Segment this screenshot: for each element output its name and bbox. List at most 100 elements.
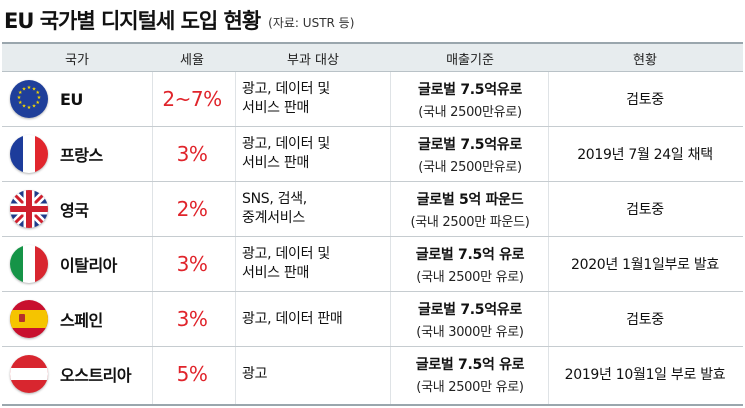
uk-flag-icon: [10, 190, 48, 228]
target-cell: 광고, 데이터 및 서비스 판매: [242, 237, 387, 291]
rate-cell: 3%: [152, 127, 232, 181]
threshold-cell: 글로벌 7.5억유로 (국내 2500만유로): [394, 72, 546, 126]
eu-flag-icon: ★ ★ ★ ★ ★ ★ ★ ★ ★ ★ ★ ★: [10, 80, 48, 118]
italy-flag-icon: [10, 245, 48, 283]
svg-text:★: ★: [22, 86, 27, 92]
tax-rate: 5%: [176, 362, 208, 386]
header-target: 부과 대상: [287, 52, 339, 68]
country-name: 오스트리아: [60, 366, 132, 385]
tax-target: 광고, 데이터 및 서비스 판매: [242, 136, 330, 171]
rate-cell: 2~7%: [152, 72, 232, 126]
svg-text:★: ★: [18, 100, 23, 106]
threshold-global: 글로벌 7.5억 유로: [415, 356, 525, 373]
status-text: 2019년 10월1일 부로 발효: [564, 367, 726, 383]
status-cell: 검토중: [550, 292, 740, 346]
threshold-global: 글로벌 7.5억유로: [418, 81, 522, 98]
country-cell: ★ ★ ★ ★ ★ ★ ★ ★ ★ ★ ★ ★ EU: [2, 72, 152, 126]
status-cell: 2019년 10월1일 부로 발효: [550, 347, 740, 401]
target-cell: 광고, 데이터 및 서비스 판매: [242, 127, 387, 181]
column-divider: [390, 72, 391, 404]
country-cell: 프랑스: [2, 127, 152, 181]
rate-cell: 5%: [152, 347, 232, 401]
threshold-domestic: (국내 2500만 유로): [416, 269, 524, 285]
table-row: 프랑스 3% 광고, 데이터 및 서비스 판매 글로벌 7.5억유로 (국내 2…: [2, 127, 743, 182]
country-cell: 영국: [2, 182, 152, 236]
svg-text:★: ★: [22, 104, 27, 110]
svg-text:★: ★: [32, 86, 37, 92]
title-bar: EU 국가별 디지털세 도입 현황 (자료: USTR 등): [0, 0, 745, 40]
digital-tax-table: 국가 세율 부과 대상 매출기준 현황 ★ ★ ★ ★ ★ ★ ★ ★ ★ ★ ★ ★ E: [2, 42, 743, 406]
table-bottom-rule: [2, 404, 743, 406]
table-row: 영국 2% SNS, 검색, 중계서비스 글로벌 5억 파운드 (국내 2500…: [2, 182, 743, 237]
header-status: 현황: [633, 52, 657, 68]
threshold-cell: 글로벌 7.5억 유로 (국내 2500만 유로): [394, 347, 546, 401]
tax-target: 광고: [242, 365, 268, 382]
table-row: 스페인 3% 광고, 데이터 판매 글로벌 7.5억유로 (국내 3000만 유…: [2, 292, 743, 347]
threshold-global: 글로벌 7.5억 유로: [415, 246, 525, 263]
tax-rate: 3%: [176, 307, 208, 331]
tax-rate: 2~7%: [162, 87, 222, 111]
status-text: 2020년 1월1일부로 발효: [570, 257, 719, 273]
rate-cell: 3%: [152, 237, 232, 291]
threshold-domestic: (국내 2500만 유로): [416, 379, 524, 395]
country-name: 영국: [60, 201, 89, 220]
svg-text:★: ★: [35, 100, 40, 106]
threshold-global: 글로벌 5억 파운드: [416, 191, 524, 208]
threshold-cell: 글로벌 7.5억유로 (국내 3000만 유로): [394, 292, 546, 346]
svg-text:★: ★: [35, 90, 40, 96]
spain-flag-icon: [10, 300, 48, 338]
svg-text:★: ★: [18, 90, 23, 96]
threshold-cell: 글로벌 5억 파운드 (국내 2500만 파운드): [394, 182, 546, 236]
status-text: 검토중: [626, 312, 664, 328]
country-cell: 스페인: [2, 292, 152, 346]
austria-flag-icon: [10, 355, 48, 393]
country-name: 이탈리아: [60, 256, 117, 275]
status-cell: 2019년 7월 24일 채택: [550, 127, 740, 181]
header-rate: 세율: [180, 52, 204, 68]
tax-rate: 2%: [176, 197, 208, 221]
header-threshold: 매출기준: [446, 52, 494, 68]
status-text: 검토중: [626, 202, 664, 218]
threshold-cell: 글로벌 7.5억유로 (국내 2500만유로): [394, 127, 546, 181]
svg-text:★: ★: [27, 105, 32, 111]
svg-text:★: ★: [17, 95, 22, 101]
table-row: 이탈리아 3% 광고, 데이터 및 서비스 판매 글로벌 7.5억 유로 (국내…: [2, 237, 743, 292]
threshold-domestic: (국내 3000만 유로): [416, 324, 524, 340]
status-cell: 2020년 1월1일부로 발효: [550, 237, 740, 291]
target-cell: SNS, 검색, 중계서비스: [242, 182, 387, 236]
status-text: 2019년 7월 24일 채택: [577, 147, 713, 163]
threshold-cell: 글로벌 7.5억 유로 (국내 2500만 유로): [394, 237, 546, 291]
threshold-domestic: (국내 2500만유로): [418, 159, 522, 175]
tax-rate: 3%: [176, 252, 208, 276]
status-text: 검토중: [626, 92, 664, 108]
svg-text:★: ★: [27, 85, 32, 91]
header-country: 국가: [65, 52, 89, 68]
page-title: EU 국가별 디지털세 도입 현황: [4, 9, 261, 33]
rate-cell: 3%: [152, 292, 232, 346]
table-row: 오스트리아 5% 광고 글로벌 7.5억 유로 (국내 2500만 유로) 20…: [2, 347, 743, 402]
tax-target: SNS, 검색, 중계서비스: [242, 191, 307, 226]
tax-target: 광고, 데이터 및 서비스 판매: [242, 81, 330, 116]
column-divider: [548, 72, 549, 404]
country-name: 프랑스: [60, 146, 103, 165]
country-name: 스페인: [60, 311, 103, 330]
column-divider: [235, 72, 236, 404]
country-cell: 오스트리아: [2, 347, 152, 401]
target-cell: 광고: [242, 347, 387, 401]
tax-rate: 3%: [176, 142, 208, 166]
france-flag-icon: [10, 135, 48, 173]
threshold-domestic: (국내 2500만유로): [418, 104, 522, 120]
table-row: ★ ★ ★ ★ ★ ★ ★ ★ ★ ★ ★ ★ EU 2~7% 광고, 데이터 및 서비스 판매…: [2, 72, 743, 127]
tax-target: 광고, 데이터 및 서비스 판매: [242, 246, 330, 281]
target-cell: 광고, 데이터 및 서비스 판매: [242, 72, 387, 126]
threshold-domestic: (국내 2500만 파운드): [410, 214, 530, 230]
status-cell: 검토중: [550, 72, 740, 126]
country-cell: 이탈리아: [2, 237, 152, 291]
threshold-global: 글로벌 7.5억유로: [418, 136, 522, 153]
country-name: EU: [60, 89, 83, 109]
status-cell: 검토중: [550, 182, 740, 236]
svg-text:★: ★: [32, 104, 37, 110]
column-divider: [152, 72, 153, 404]
target-cell: 광고, 데이터 판매: [242, 292, 387, 346]
tax-target: 광고, 데이터 판매: [242, 310, 343, 327]
